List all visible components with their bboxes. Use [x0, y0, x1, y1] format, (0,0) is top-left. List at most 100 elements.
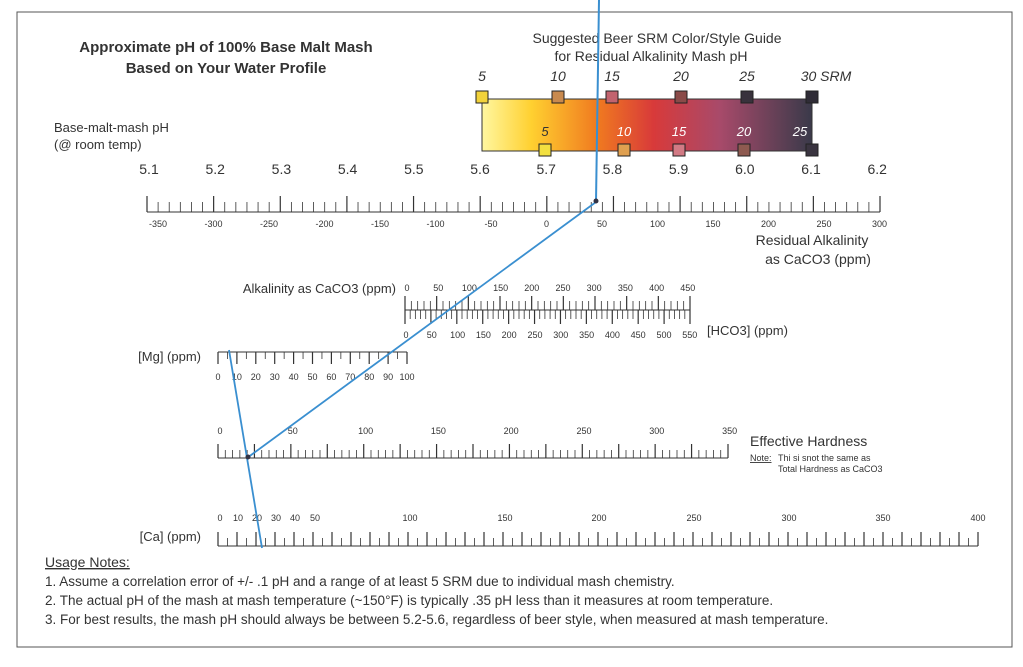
ra-tick-label: -50	[484, 219, 497, 229]
srm-top-swatch	[740, 90, 754, 104]
srm-top-label: 5	[478, 68, 486, 84]
ph-tick-label: 5.9	[669, 161, 689, 177]
ra-scale-label-1: Residual Alkalinity	[756, 232, 869, 248]
mg-tick-label: 50	[307, 372, 317, 382]
ph-tick-label: 5.3	[272, 161, 292, 177]
alk-tick-label: 350	[618, 283, 633, 293]
usage-note-line: 2. The actual pH of the mash at mash tem…	[45, 593, 773, 608]
eh-note-label: Note:	[750, 453, 772, 463]
srm-inner-label: 5	[541, 124, 549, 139]
mg-tick-label: 40	[289, 372, 299, 382]
eh-tick-label: 50	[288, 426, 298, 436]
srm-bottom-swatch	[538, 143, 552, 157]
ph-scale-label-1: Base-malt-mash pH	[54, 120, 169, 135]
srm-guide-title-1: Suggested Beer SRM Color/Style Guide	[532, 30, 781, 46]
mg-tick-label: 30	[270, 372, 280, 382]
mg-tick-label: 60	[326, 372, 336, 382]
srm-inner-label: 25	[792, 124, 808, 139]
srm-inner-label: 20	[736, 124, 752, 139]
hco3-tick-label: 500	[656, 330, 671, 340]
hco3-tick-label: 450	[631, 330, 646, 340]
ra-tick-label: -150	[371, 219, 389, 229]
hco3-tick-label: 250	[527, 330, 542, 340]
eh-tick-label: 250	[576, 426, 591, 436]
hco3-tick-label: 400	[605, 330, 620, 340]
srm-guide-title-2: for Residual Alkalinity Mash pH	[555, 48, 748, 64]
ph-tick-label: 5.6	[470, 161, 490, 177]
hco3-tick-label: 550	[682, 330, 697, 340]
ra-tick-label: 100	[650, 219, 665, 229]
mg-tick-label: 100	[399, 372, 414, 382]
ca-tick-label: 150	[497, 513, 512, 523]
srm-bottom-swatch	[672, 143, 686, 157]
mg-tick-label: 90	[383, 372, 393, 382]
ph-tick-label: 5.5	[404, 161, 424, 177]
ra-scale-label-2: as CaCO3 (ppm)	[765, 251, 871, 267]
mg-tick-label: 80	[364, 372, 374, 382]
hco3-tick-label: 300	[553, 330, 568, 340]
alk-tick-label: 400	[649, 283, 664, 293]
srm-top-swatch	[551, 90, 565, 104]
ph-tick-label: 6.1	[801, 161, 821, 177]
srm-bottom-swatch	[617, 143, 631, 157]
alk-tick-label: 250	[555, 283, 570, 293]
ca-mg-connector-line	[228, 349, 263, 549]
hco3-tick-label: 0	[403, 330, 408, 340]
ra-tick-label: 0	[544, 219, 549, 229]
hco3-tick-label: 350	[579, 330, 594, 340]
srm-top-label: 20	[672, 68, 689, 84]
ca-tick-label: 0	[217, 513, 222, 523]
usage-note-line: 3. For best results, the mash pH should …	[45, 612, 828, 627]
eh-tick-label: 200	[504, 426, 519, 436]
page-frame	[16, 11, 1013, 648]
ra-tick-label: -250	[260, 219, 278, 229]
srm-top-label: 30 SRM	[801, 68, 852, 84]
ca-tick-label: 40	[290, 513, 300, 523]
ph-scale-label-2: (@ room temp)	[54, 137, 142, 152]
ca-tick-label: 250	[686, 513, 701, 523]
hco3-tick-label: 200	[502, 330, 517, 340]
usage-notes-heading: Usage Notes:	[45, 554, 130, 570]
alkalinity-scale-label: Alkalinity as CaCO3 (ppm)	[243, 281, 396, 296]
srm-top-label: 25	[738, 68, 755, 84]
ra-tick-label: 50	[597, 219, 607, 229]
ca-tick-label: 50	[310, 513, 320, 523]
eh-note-line-2: Total Hardness as CaCO3	[778, 464, 883, 474]
ra-tick-label: -350	[149, 219, 167, 229]
ra-tick-label: 200	[761, 219, 776, 229]
ca-tick-label: 400	[970, 513, 985, 523]
eh-note-line-1: Thi si snot the same as	[778, 453, 871, 463]
mg-scale-label: [Mg] (ppm)	[138, 349, 201, 364]
ca-tick-label: 200	[591, 513, 606, 523]
srm-inner-label: 15	[672, 124, 687, 139]
ph-tick-label: 6.0	[735, 161, 755, 177]
eh-tick-label: 350	[722, 426, 737, 436]
ph-tick-label: 5.8	[603, 161, 623, 177]
mg-tick-label: 70	[345, 372, 355, 382]
eh-tick-label: 0	[217, 426, 222, 436]
eh-tick-label: 150	[431, 426, 446, 436]
alk-tick-label: 450	[680, 283, 695, 293]
hco3-scale-label: [HCO3] (ppm)	[707, 323, 788, 338]
eh-tick-label: 300	[649, 426, 664, 436]
ph-tick-label: 5.4	[338, 161, 358, 177]
ra-tick-label: 250	[816, 219, 831, 229]
title-line-2: Based on Your Water Profile	[126, 60, 327, 77]
srm-inner-label: 10	[617, 124, 632, 139]
ca-tick-label: 100	[402, 513, 417, 523]
ra-tick-label: 150	[705, 219, 720, 229]
ph-tick-label: 5.1	[139, 161, 159, 177]
ph-tick-label: 6.2	[867, 161, 887, 177]
hco3-tick-label: 50	[427, 330, 437, 340]
ra-tick-label: 300	[872, 219, 887, 229]
alk-tick-label: 150	[493, 283, 508, 293]
ca-scale-label: [Ca] (ppm)	[140, 529, 201, 544]
ra-tick-label: -100	[426, 219, 444, 229]
ca-tick-label: 350	[875, 513, 890, 523]
ra-tick-label: -300	[204, 219, 222, 229]
srm-bottom-swatch	[737, 143, 751, 157]
mg-tick-label: 20	[251, 372, 261, 382]
ca-tick-label: 10	[233, 513, 243, 523]
